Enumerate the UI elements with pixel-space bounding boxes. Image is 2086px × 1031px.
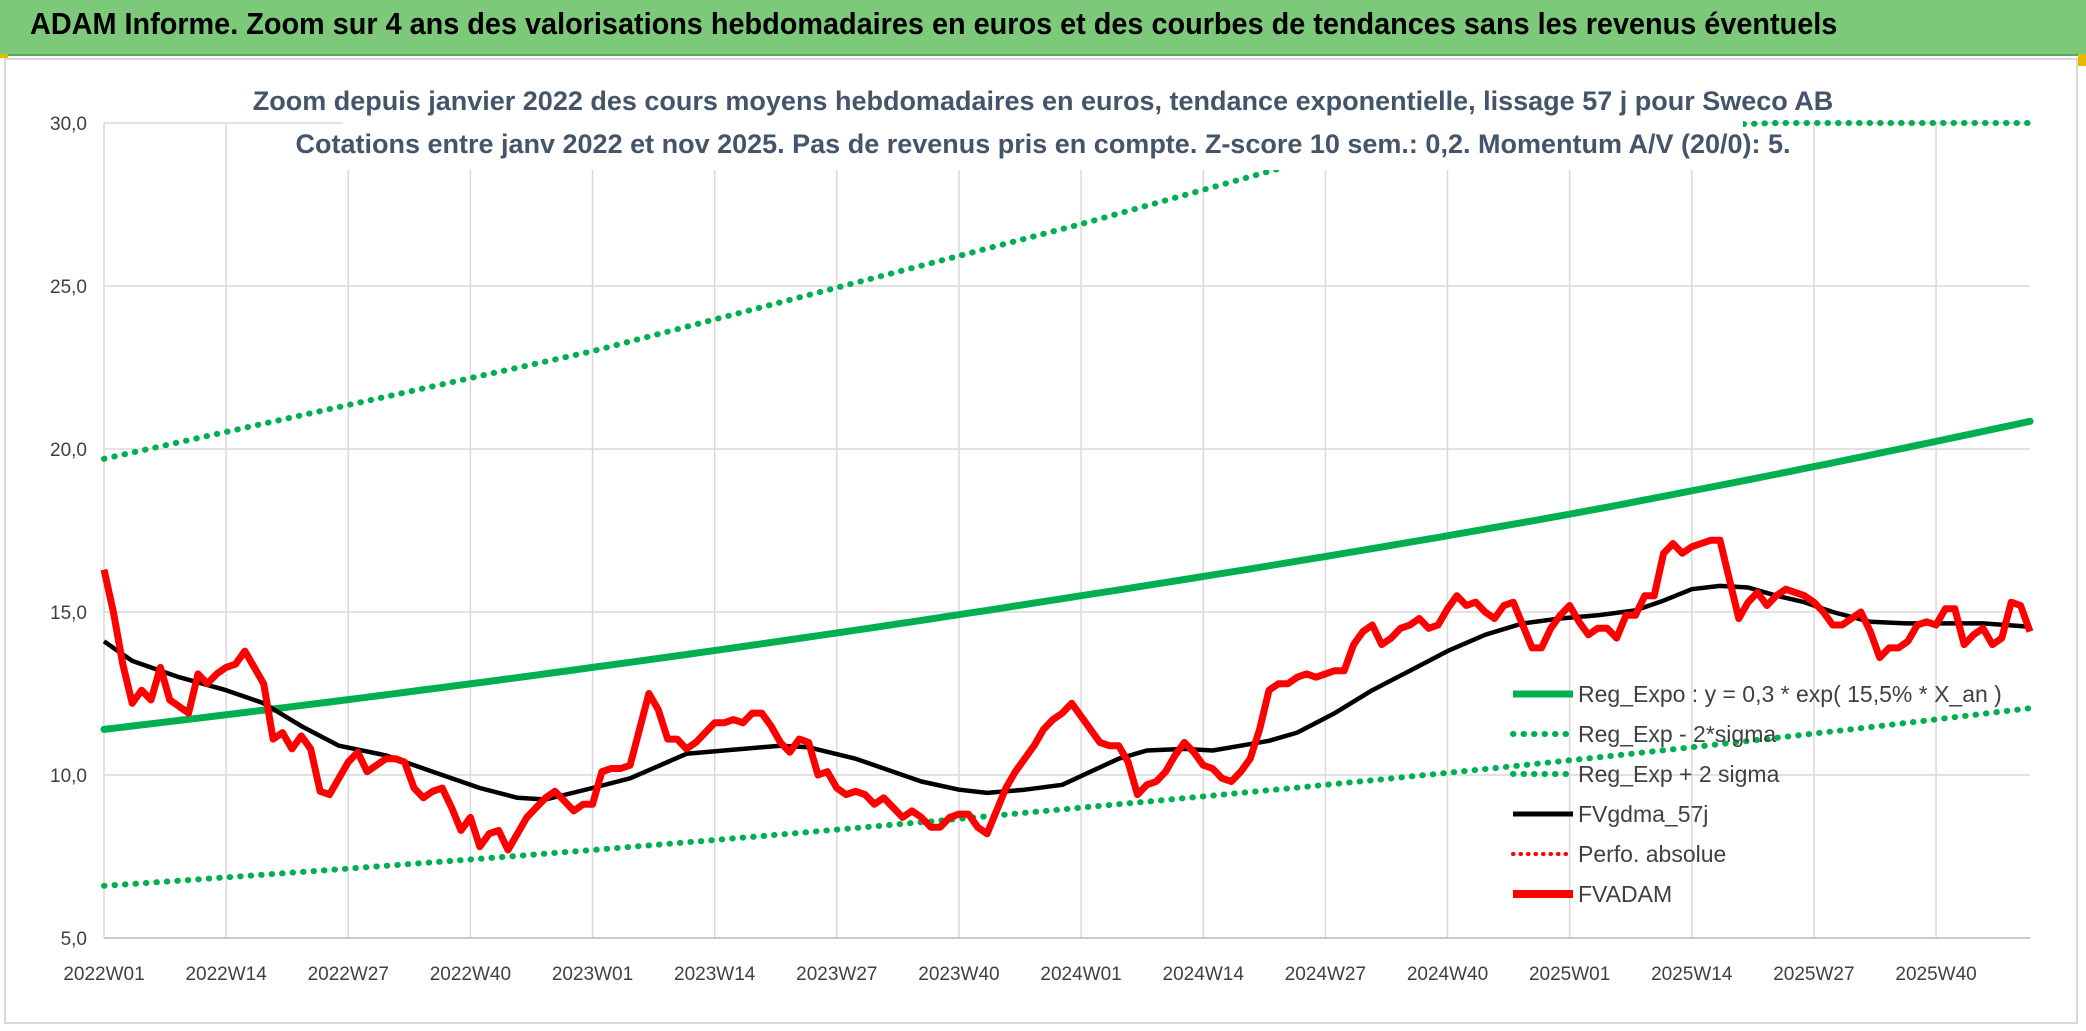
x-tick-label: 2024W01 [1040,964,1121,985]
fvadam-line [100,536,2034,854]
x-tick-label: 2022W40 [430,964,511,985]
x-tick-label: 2025W01 [1529,964,1610,985]
x-tick-label: 2022W14 [185,964,267,985]
reg-minus-2sigma-line [101,705,2033,889]
x-tick-label: 2023W40 [918,964,999,985]
y-tick-label: 10,0 [50,766,87,787]
x-tick-label: 2024W27 [1285,964,1366,985]
x-tick-label: 2023W01 [552,964,633,985]
banner-corner-left [0,54,8,58]
title-background [343,78,1743,170]
legend-label: Reg_Expo : y = 0,3 * exp( 15,5% * X_an ) [1578,681,2002,707]
y-tick-label: 30,0 [50,114,87,135]
reg-plus-2sigma-line [101,120,2033,462]
y-tick-label: 5,0 [61,929,87,950]
x-axis: 2022W01 2022W14 2022W27 2022W40 2023W01 2023W… [63,964,1976,985]
legend-label: Perfo. absolue [1578,841,1726,867]
x-tick-label: 2025W27 [1773,964,1854,985]
reg-expo-line [100,417,2034,733]
chart-frame [4,58,2078,1024]
banner-corner-right [2078,54,2086,66]
chart-subtitle: Cotations entre janv 2022 et nov 2025. P… [295,129,1790,159]
x-tick-label: 2025W14 [1651,964,1733,985]
report-title: ADAM Informe. Zoom sur 4 ans des valoris… [30,6,1838,41]
fvgdma-57j-line [102,583,2031,802]
legend-label: Reg_Exp - 2*sigma [1578,721,1776,747]
y-tick-label: 15,0 [50,603,87,624]
x-tick-label: 2025W40 [1895,964,1976,985]
legend-label: FVADAM [1578,881,1672,907]
legend-label: FVgdma_57j [1578,801,1708,827]
chart-title: Zoom depuis janvier 2022 des cours moyen… [253,86,1834,116]
x-tick-label: 2022W27 [308,964,389,985]
legend-label: Reg_Exp + 2 sigma [1578,761,1780,787]
y-tick-label: 25,0 [50,277,87,298]
legend: Reg_Expo : y = 0,3 * exp( 15,5% * X_an )… [1510,681,2002,907]
x-tick-label: 2023W14 [674,964,756,985]
x-tick-label: 2024W14 [1163,964,1245,985]
report-banner: ADAM Informe. Zoom sur 4 ans des valoris… [0,0,2086,56]
y-tick-label: 20,0 [50,440,87,461]
x-tick-label: 2023W27 [796,964,877,985]
grid [103,122,2030,939]
x-tick-label: 2022W01 [63,964,144,985]
y-axis: 5,0 10,0 15,0 20,0 25,0 30,0 [50,114,87,950]
x-tick-label: 2024W40 [1407,964,1488,985]
